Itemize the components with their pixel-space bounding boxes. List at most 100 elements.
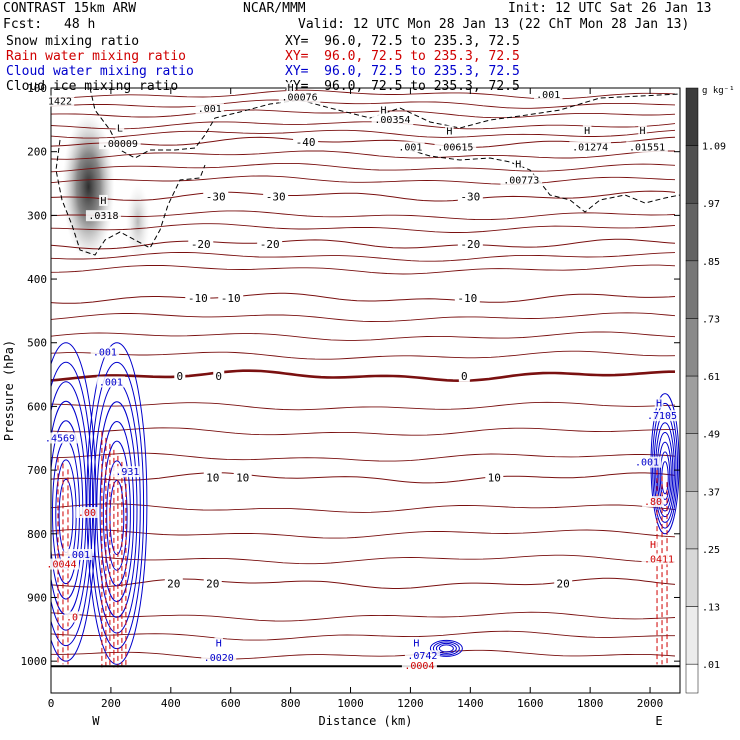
contour-annotation: .0 [66, 612, 78, 623]
colorbar-swatch [685, 260, 699, 319]
annotation-bg [76, 506, 98, 518]
x-tick-label: 200 [101, 697, 121, 710]
temp-label-bg [203, 577, 222, 590]
annotation-bg [85, 210, 121, 222]
colorbar-label: .25 [702, 545, 720, 556]
temp-contour-10 [51, 472, 676, 484]
temp-contour-minor [51, 251, 676, 262]
temp-contour-minor [51, 175, 676, 185]
temp-label-bg [203, 471, 222, 484]
x-tick-label: 0 [48, 697, 55, 710]
contour-annotation: .001 [536, 90, 560, 101]
temp-contour-minor [51, 452, 676, 462]
annotation-bg [396, 141, 425, 153]
contour-annotation: H [446, 126, 452, 137]
contour-annotation: 1422 [48, 97, 72, 108]
contour-annotation: .0044 [46, 560, 76, 571]
temp-contour-minor [51, 129, 676, 139]
temp-contour-label: -10 [221, 292, 241, 305]
y-tick-label: 300 [27, 209, 47, 222]
annotation-bg [201, 652, 237, 664]
contour-annotation: .001 [93, 347, 117, 358]
temp-label-bg [203, 190, 229, 203]
temp-contour-minor [51, 630, 675, 641]
x-tick-label: 400 [161, 697, 181, 710]
contour-annotation: H [216, 639, 222, 650]
contour-annotation: .001 [66, 550, 90, 561]
x-tick-label: 1800 [577, 697, 604, 710]
contour-annotation: .00076 [282, 93, 318, 104]
annotation-bg [401, 659, 437, 671]
contour-annotation: H [380, 105, 386, 116]
x-axis-title: Distance (km) [319, 714, 413, 728]
temp-contour-minor [51, 350, 676, 360]
colorbar-label: .49 [702, 430, 720, 441]
cloud-water-contour [89, 361, 145, 650]
temp-label-bg [185, 292, 211, 305]
plot-frame [50, 87, 681, 694]
temp-contour-label: -20 [191, 238, 211, 251]
contour-annotation: .001 [398, 142, 422, 153]
temp-label-bg [174, 369, 186, 382]
temp-contour-minor [51, 89, 676, 100]
annotation-bg [43, 558, 79, 570]
colorbar-swatch [685, 202, 699, 262]
temp-contour-label: -40 [296, 136, 316, 149]
contour-annotation: H [100, 196, 106, 207]
temp-contour-label: 20 [206, 577, 219, 590]
colorbar-swatch [685, 433, 699, 492]
y-tick-label: 700 [27, 464, 47, 477]
annotation-bg [90, 346, 120, 358]
forecast-label: Fcst: [3, 17, 43, 32]
cloud-water-contour-surface [438, 644, 454, 653]
colorbar-label: 1.09 [702, 142, 726, 153]
field-xy-rain: XY= 96.0, 72.5 to 235.3, 72.5 [285, 49, 520, 64]
field-name-snow: Snow mixing ratio [6, 34, 140, 49]
cloud-water-contour [102, 440, 131, 587]
contour-annotation: H [656, 398, 662, 409]
cloud-water-contour [58, 478, 74, 554]
cloud-water-contour-surface [429, 639, 463, 657]
annotation-bg [654, 397, 664, 409]
x-tick-label: 800 [281, 697, 301, 710]
temp-contour-minor [51, 264, 676, 275]
temp-contour-minor [51, 99, 676, 109]
annotation-bg [434, 141, 477, 153]
annotation-bg [626, 141, 668, 153]
temp-contour-minor [51, 223, 676, 233]
contour-annotation: .00 [78, 508, 96, 519]
annotation-bg [214, 637, 224, 649]
temp-contour-label: 10 [488, 472, 501, 485]
field-xy-snow: XY= 96.0, 72.5 to 235.3, 72.5 [285, 34, 520, 49]
temp-contour-label: -30 [266, 190, 286, 203]
contour-annotation: .001 [99, 377, 123, 388]
y-tick-label: 400 [27, 273, 47, 286]
cloud-water-contour [106, 460, 128, 571]
annotation-bg [96, 376, 126, 388]
cloud-ice-contour-east [409, 149, 680, 213]
cloud-ice-contour-west [55, 139, 206, 256]
colorbar-swatch [685, 606, 699, 665]
temp-contour-label: 20 [557, 577, 570, 590]
temp-contour-20 [51, 577, 676, 589]
contour-annotation: .00773 [503, 176, 539, 187]
temp-contour-minor [51, 611, 676, 622]
east-label: E [655, 714, 662, 728]
temp-contour-minor [51, 427, 675, 436]
temp-contour-minor [51, 331, 676, 341]
valid-time: Valid: 12 UTC Mon 28 Jan 13 (22 ChT Mon … [298, 17, 690, 32]
temp-label-bg [218, 292, 244, 305]
temp-label-bg [485, 471, 504, 484]
organization: NCAR/MMM [243, 1, 306, 16]
colorbar-swatch [685, 491, 699, 550]
temp-label-bg [457, 238, 483, 251]
temp-contour-label: -30 [206, 190, 226, 203]
colorbar-label: .37 [702, 487, 720, 498]
contour-annotation: L [117, 123, 123, 134]
temp-label-bg [293, 136, 319, 149]
annotation-bg [642, 496, 664, 508]
annotation-bg [404, 650, 440, 662]
y-tick-label: 1000 [21, 655, 48, 668]
annotation-bg [632, 456, 662, 468]
